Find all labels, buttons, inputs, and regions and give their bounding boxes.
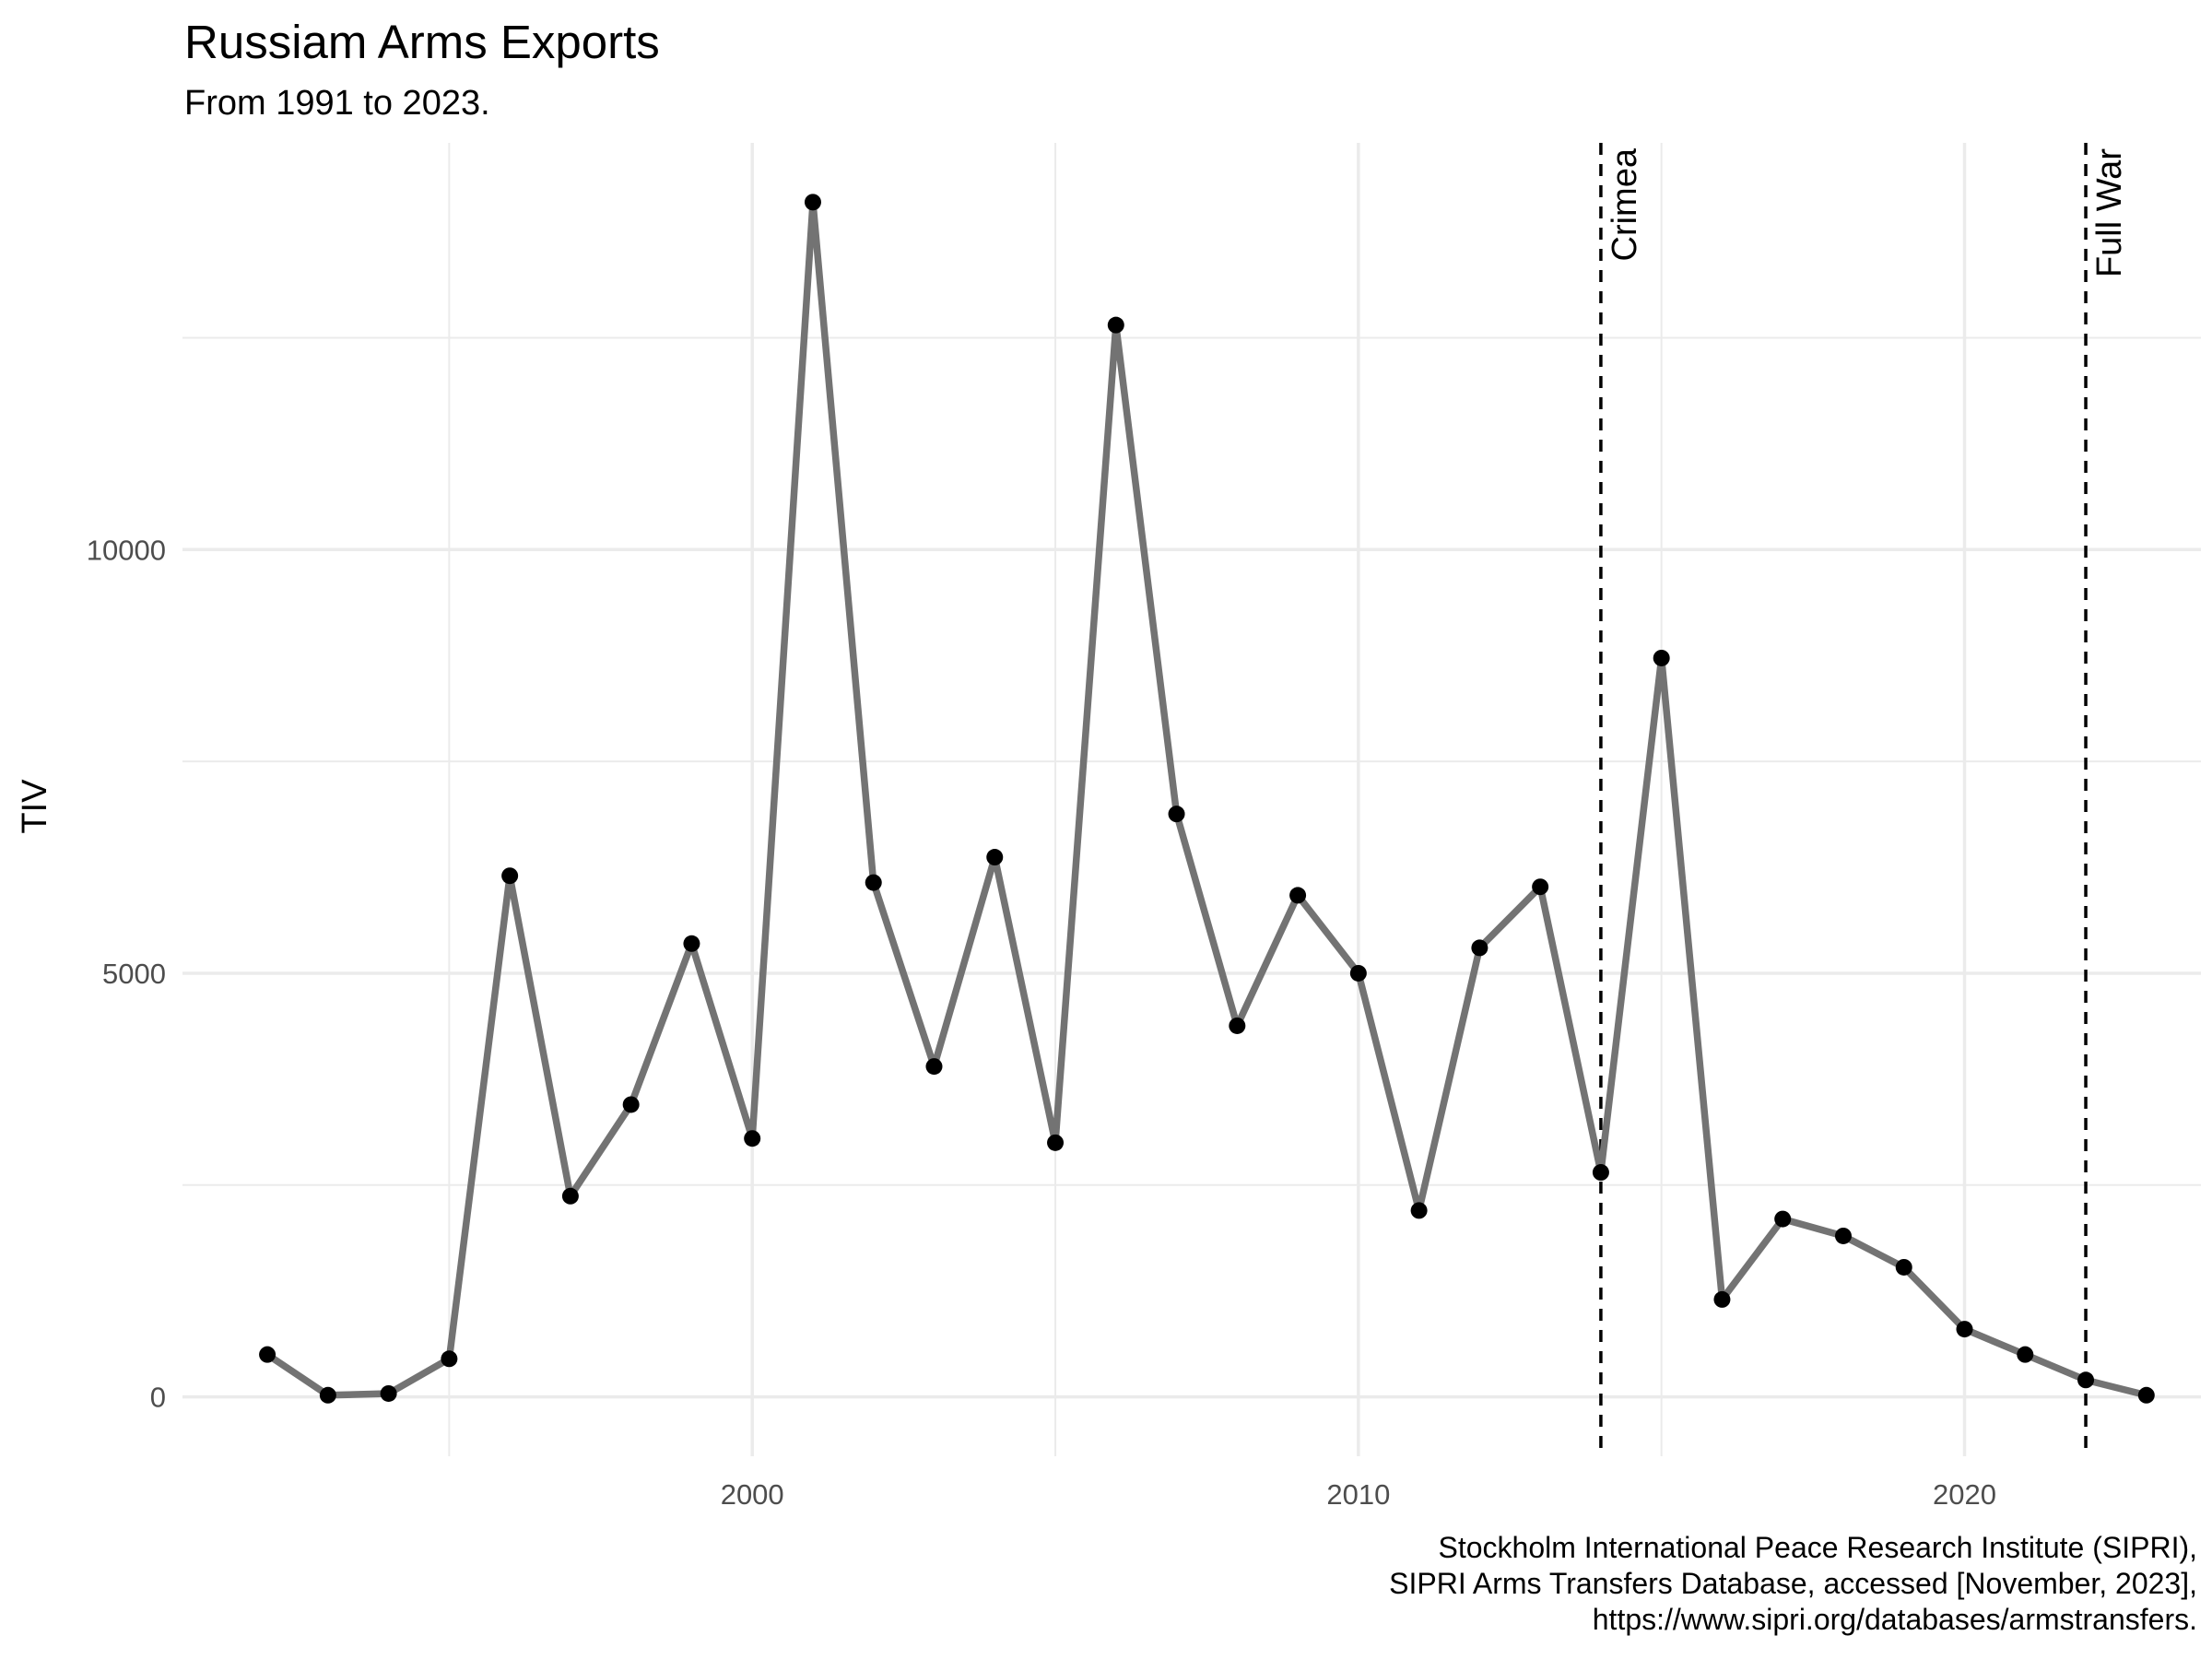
- event-label: Full War: [2090, 148, 2129, 277]
- y-tick-label: 0: [150, 1382, 166, 1414]
- data-point: [865, 874, 882, 891]
- y-tick-labels: 0 5000 10000: [87, 534, 166, 1413]
- data-point: [380, 1384, 397, 1402]
- data-point: [1107, 316, 1124, 334]
- minor-gridlines: [182, 143, 2201, 1456]
- x-tick-labels: 2000 2010 2020: [721, 1478, 1996, 1511]
- data-point: [1592, 1164, 1609, 1182]
- data-point: [1349, 964, 1367, 982]
- series-line-group: [264, 198, 2150, 1399]
- data-point: [1047, 1134, 1065, 1151]
- data-point: [441, 1350, 458, 1368]
- data-point: [925, 1058, 943, 1076]
- caption-line-2: SIPRI Arms Transfers Database, accessed …: [1389, 1567, 2197, 1600]
- data-point: [1713, 1290, 1731, 1308]
- caption-line-1: Stockholm International Peace Research I…: [1438, 1531, 2198, 1564]
- data-point: [561, 1187, 579, 1205]
- data-point: [2137, 1386, 2155, 1404]
- data-point: [2017, 1346, 2034, 1363]
- x-tick-label: 2000: [721, 1478, 784, 1511]
- x-tick-label: 2010: [1326, 1478, 1390, 1511]
- source-caption: Stockholm International Peace Research I…: [1389, 1530, 2197, 1638]
- caption-line-3: https://www.sipri.org/databases/armstran…: [1592, 1603, 2197, 1636]
- data-point: [1895, 1258, 1912, 1276]
- series-line: [264, 198, 2150, 1399]
- chart-subtitle: From 1991 to 2023.: [184, 84, 490, 123]
- event-lines: [1599, 143, 2088, 1456]
- data-point: [1229, 1017, 1246, 1034]
- data-point: [2077, 1371, 2095, 1389]
- y-tick-label: 5000: [102, 958, 166, 990]
- data-point: [1532, 878, 1549, 896]
- data-point: [1774, 1210, 1792, 1228]
- data-points: [259, 194, 2155, 1404]
- data-point: [744, 1130, 761, 1147]
- data-point: [1471, 939, 1488, 957]
- event-label: Crimea: [1606, 147, 1644, 261]
- data-point: [986, 849, 1004, 866]
- chart-title: Russiam Arms Exports: [184, 16, 660, 68]
- data-point: [1289, 887, 1307, 904]
- data-point: [1834, 1227, 1852, 1244]
- data-point: [501, 867, 519, 885]
- x-tick-label: 2020: [1933, 1478, 1996, 1511]
- data-point: [804, 194, 821, 211]
- data-point: [319, 1386, 336, 1404]
- data-point: [622, 1096, 640, 1113]
- data-point: [259, 1346, 276, 1363]
- event-labels: Crimea Full War: [1606, 147, 2129, 277]
- data-point: [1410, 1202, 1428, 1219]
- data-point: [1168, 806, 1185, 823]
- data-point: [683, 935, 700, 952]
- y-tick-label: 10000: [87, 534, 166, 566]
- data-point: [1653, 649, 1670, 666]
- data-point: [1956, 1321, 1973, 1338]
- major-gridlines: [182, 143, 2201, 1456]
